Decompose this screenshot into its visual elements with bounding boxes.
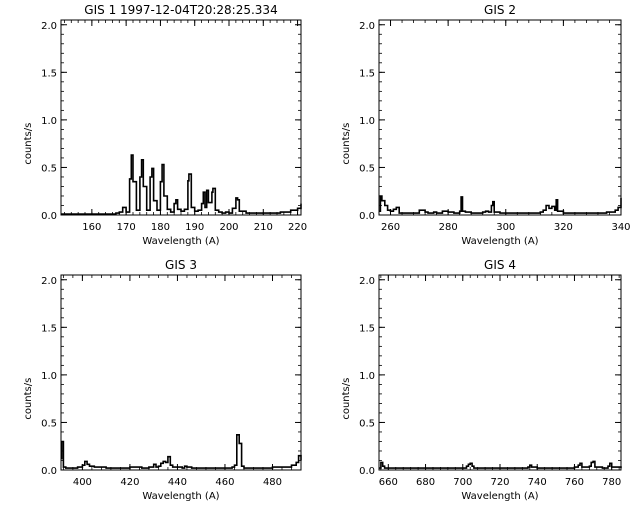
spectrum-line	[379, 195, 622, 214]
y-tick-label: 0.0	[359, 211, 375, 222]
x-tick-label: 260	[381, 222, 400, 233]
x-tick-label: 300	[496, 222, 515, 233]
x-tick-label: 720	[490, 477, 509, 488]
y-tick-label: 1.0	[359, 371, 375, 382]
x-tick-label: 680	[416, 477, 435, 488]
y-tick-label: 0.0	[359, 466, 375, 477]
y-axis-label: counts/s	[23, 378, 34, 420]
x-axis-label: Wavelength (A)	[461, 491, 538, 502]
x-tick-label: 160	[82, 222, 101, 233]
x-tick-label: 400	[73, 477, 92, 488]
spectrum-line	[379, 460, 622, 469]
panel-3: GIS 3 0.0 0.5 1.0 1.5 2.0 400 420 440 460 480 Wavel…	[23, 258, 302, 502]
x-tick-label: 460	[215, 477, 234, 488]
x-axis-label: Wavelength (A)	[142, 236, 219, 247]
y-tick-label: 2.0	[41, 21, 57, 32]
y-tick-label: 1.0	[41, 116, 57, 127]
plot-frame	[378, 274, 622, 471]
x-tick-label: 280	[439, 222, 458, 233]
x-axis-label: Wavelength (A)	[461, 236, 538, 247]
x-tick-label: 780	[602, 477, 621, 488]
y-tick-label: 1.0	[359, 116, 375, 127]
x-tick-label: 660	[379, 477, 398, 488]
y-tick-label: 2.0	[359, 276, 375, 287]
x-tick-label: 210	[254, 222, 273, 233]
y-tick-label: 2.0	[41, 276, 57, 287]
y-tick-label: 0.0	[41, 211, 57, 222]
x-tick-label: 170	[117, 222, 136, 233]
spectrum-line	[61, 154, 302, 215]
spectrum-line	[60, 434, 302, 469]
panel-title: GIS 3	[165, 258, 197, 272]
y-tick-label: 0.5	[359, 418, 375, 429]
plot-frame	[378, 19, 622, 216]
y-tick-label: 1.5	[359, 323, 375, 334]
plot-frame	[60, 19, 302, 216]
x-tick-label: 700	[453, 477, 472, 488]
y-tick-label: 0.0	[41, 466, 57, 477]
x-tick-label: 420	[120, 477, 139, 488]
y-tick-label: 1.5	[41, 323, 57, 334]
x-axis-label: Wavelength (A)	[142, 491, 219, 502]
y-tick-label: 0.5	[359, 163, 375, 174]
x-tick-label: 220	[288, 222, 307, 233]
panel-title: GIS 4	[484, 258, 516, 272]
y-tick-label: 1.5	[41, 68, 57, 79]
x-tick-label: 340	[611, 222, 630, 233]
x-tick-label: 200	[219, 222, 238, 233]
y-axis-label: counts/s	[341, 378, 352, 420]
x-tick-label: 440	[168, 477, 187, 488]
panel-2: GIS 2 0.0 0.5 1.0 1.5 2.0 260 280 300 320 340 Wavel…	[341, 3, 631, 247]
panel-4: GIS 4 0.0 0.5 1.0 1.5 2.0 660 680 700 720 740 760 78…	[341, 258, 622, 502]
y-axis-label: counts/s	[23, 123, 34, 165]
y-tick-label: 1.0	[41, 371, 57, 382]
y-tick-label: 1.5	[359, 68, 375, 79]
x-tick-label: 760	[565, 477, 584, 488]
plot-frame	[60, 274, 302, 471]
x-tick-label: 180	[151, 222, 170, 233]
y-tick-label: 0.5	[41, 418, 57, 429]
y-tick-label: 0.5	[41, 163, 57, 174]
y-axis-label: counts/s	[341, 123, 352, 165]
x-tick-label: 190	[185, 222, 204, 233]
x-tick-label: 320	[554, 222, 573, 233]
y-tick-label: 2.0	[359, 21, 375, 32]
panel-title: GIS 2	[484, 3, 516, 17]
x-tick-label: 480	[263, 477, 282, 488]
panel-1: GIS 1 1997-12-04T20:28:25.334 0.0 0.5 1.0 1.…	[23, 3, 307, 247]
x-tick-label: 740	[528, 477, 547, 488]
panel-title: GIS 1 1997-12-04T20:28:25.334	[84, 3, 277, 17]
